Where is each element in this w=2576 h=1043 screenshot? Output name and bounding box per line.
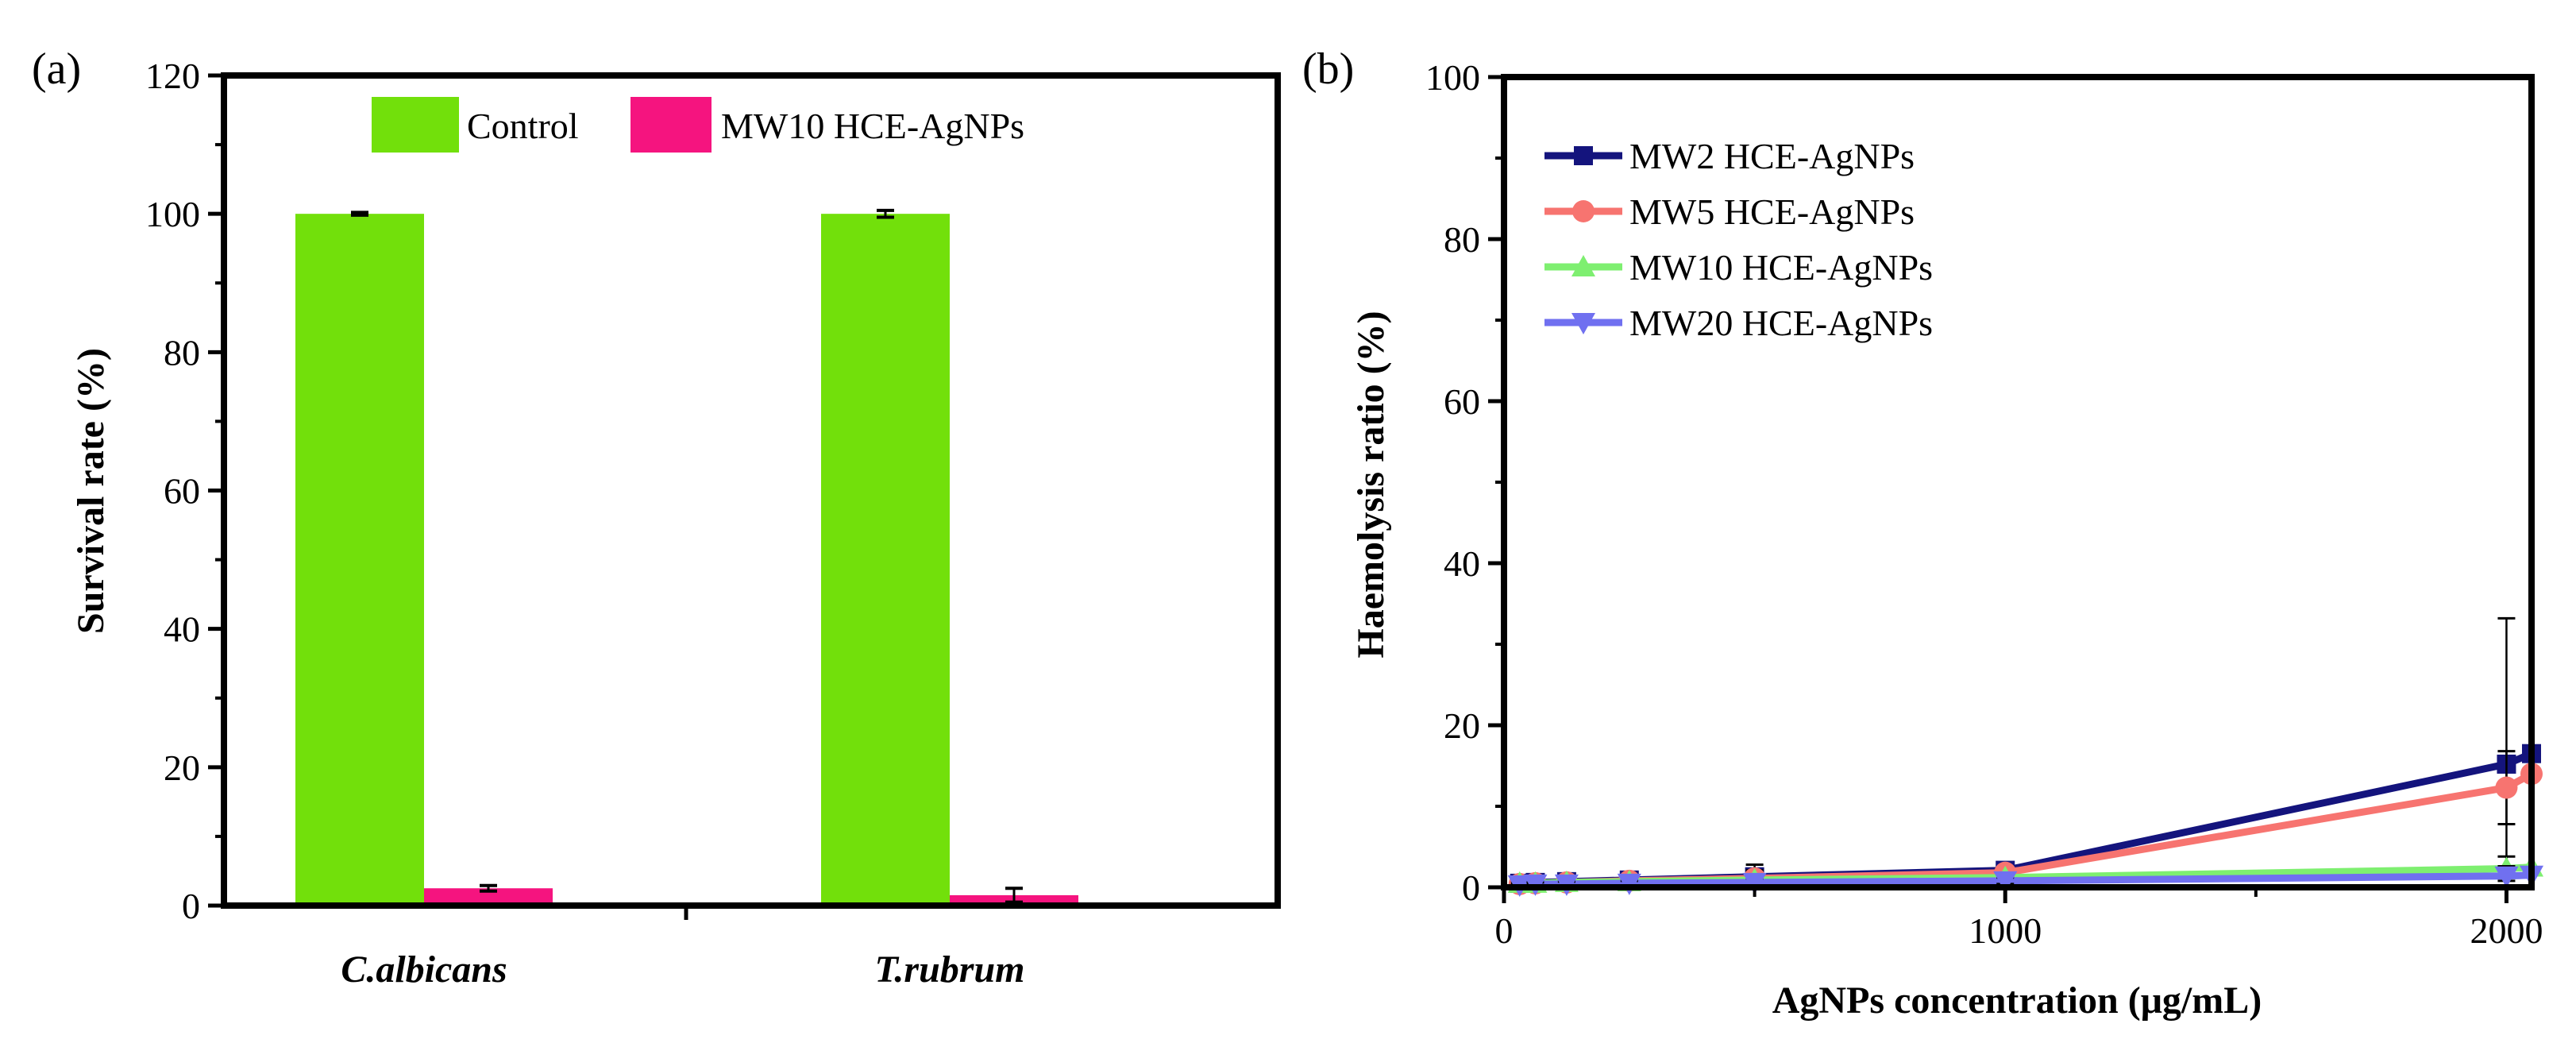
y-tick-label-40: 40 (1444, 543, 1480, 584)
legend-swatch-control (372, 97, 459, 153)
y-tick-label-120: 120 (145, 56, 200, 96)
panel-b-label: (b) (1302, 44, 1354, 94)
line-mw2-hce-agnps (1520, 754, 2532, 883)
x-tick-label-0: 0 (1495, 910, 1514, 951)
y-tick-label-60: 60 (1444, 381, 1480, 422)
legend-label-control: Control (467, 106, 579, 146)
panel-a-y-axis-title: Survival rate (%) (70, 348, 112, 634)
y-tick-label-20: 20 (1444, 705, 1480, 746)
legend-marker (1574, 146, 1593, 165)
legend-item-mw5-hce-agnps: MW5 HCE-AgNPs (1544, 191, 1915, 232)
y-tick-label-80: 80 (164, 332, 200, 373)
y-tick-label-0: 0 (1462, 867, 1480, 908)
bar-control-c-albicans (295, 214, 424, 906)
panel-a-bar-chart: (a) 0 20 40 60 80 100 120 Survival rate (%) C.… (32, 44, 1278, 991)
point-mw5-hce-agnps-2000 (2495, 777, 2517, 799)
legend-swatch-mw10 (631, 97, 711, 153)
legend-item-mw20-hce-agnps: MW20 HCE-AgNPs (1544, 303, 1933, 343)
panel-a-category-label-t-rubrum: T.rubrum (875, 948, 1025, 991)
legend-label: MW20 HCE-AgNPs (1629, 303, 1933, 343)
series-mw2-hce-agnps (1510, 618, 2541, 893)
figure: (a) 0 20 40 60 80 100 120 Survival rate (%) C.… (0, 0, 2576, 1043)
legend-item-mw10-hce-agnps: MW10 HCE-AgNPs (1544, 247, 1933, 288)
y-tick-label-40: 40 (164, 609, 200, 650)
legend-marker (1572, 200, 1595, 222)
y-tick-label-0: 0 (182, 886, 200, 926)
x-tick-label-2000: 2000 (2470, 910, 2543, 951)
bar-control-t-rubrum (821, 214, 950, 906)
panel-a-label: (a) (32, 44, 81, 94)
x-tick-label-1000: 1000 (1969, 910, 2042, 951)
y-tick-label-100: 100 (1425, 57, 1480, 98)
panel-b-y-axis-title: Haemolysis ratio (%) (1350, 311, 1392, 658)
legend-label: MW2 HCE-AgNPs (1629, 136, 1915, 176)
panel-b-series (1508, 618, 2543, 897)
y-tick-label-20: 20 (164, 747, 200, 788)
panel-b-x-axis-title: AgNPs concentration (μg/mL) (1772, 979, 2262, 1022)
legend-label: MW10 HCE-AgNPs (1629, 247, 1933, 288)
panel-b-legend: MW2 HCE-AgNPs MW5 HCE-AgNPs MW10 HCE-AgNPs… (1544, 136, 1933, 343)
panel-a-legend: Control MW10 HCE-AgNPs (372, 97, 1024, 153)
panel-b-line-chart: (b) 0 20 40 60 80 100 0 1000 2000 Haemolysis ra… (1302, 44, 2543, 1022)
legend-item-mw2-hce-agnps: MW2 HCE-AgNPs (1544, 136, 1915, 176)
y-tick-label-80: 80 (1444, 219, 1480, 260)
error-bar-control-c-albicans (351, 212, 368, 214)
legend-label-mw10: MW10 HCE-AgNPs (721, 106, 1024, 146)
panel-b-x-axis: 0 1000 2000 (1495, 887, 2543, 951)
panel-b-y-axis: 0 20 40 60 80 100 (1425, 57, 1504, 908)
y-tick-label-100: 100 (145, 194, 200, 234)
panel-a-category-label-c-albicans: C.albicans (341, 948, 507, 991)
panel-a-bars (295, 211, 1078, 906)
y-tick-label-60: 60 (164, 471, 200, 512)
legend-label: MW5 HCE-AgNPs (1629, 191, 1915, 232)
